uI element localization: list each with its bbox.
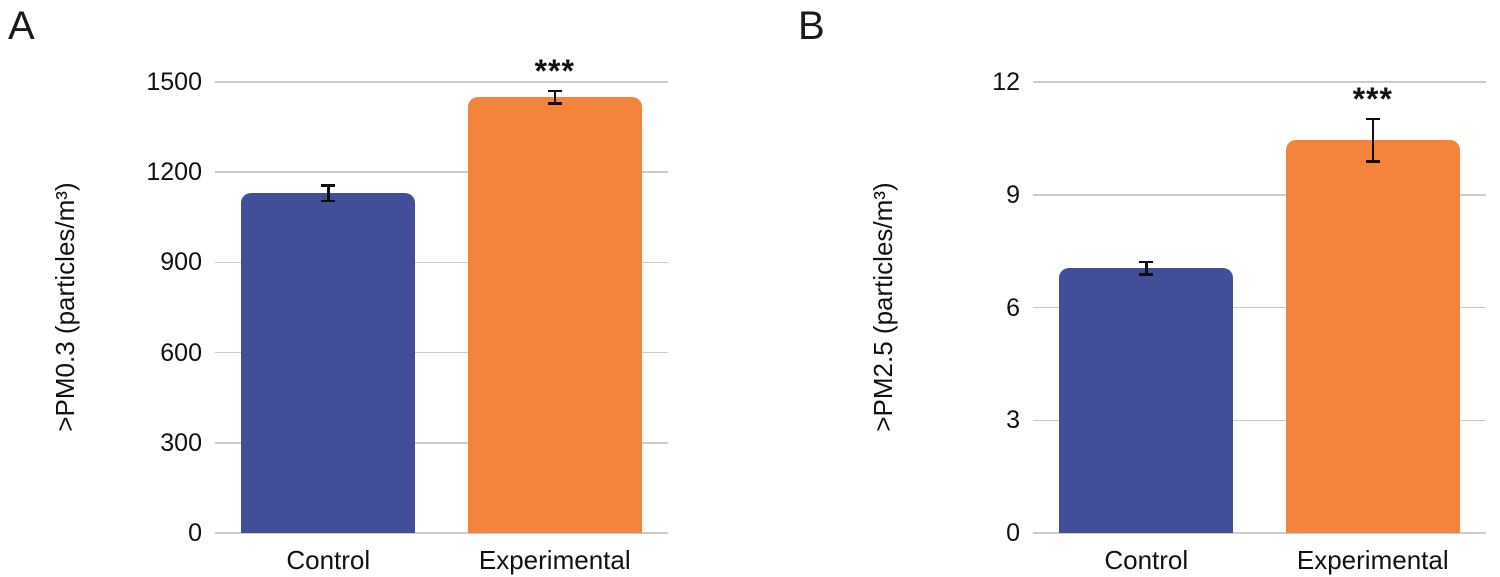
panel-b-y-axis-title: >PM2.5 (particles/m³) [868,182,898,432]
gridline [1033,194,1486,196]
panel-b-label: B [798,4,825,48]
gridline [1033,81,1486,83]
significance-marker: *** [1352,80,1393,117]
error-bar-part [1371,117,1374,163]
y-tick-label: 1200 [146,158,202,187]
gridline [215,261,668,264]
gridline [215,442,668,444]
gridline [215,532,668,534]
gridline [215,81,668,83]
error-bar [1365,117,1380,163]
gridline [1033,306,1486,309]
gridline [1033,419,1486,421]
bar-control [241,193,416,533]
y-tick-label: 3 [1006,406,1020,435]
panel-a-label: A [8,4,35,48]
x-category-label: Experimental [1296,545,1449,575]
significance-marker: *** [534,52,575,89]
y-tick-label: 300 [160,428,202,457]
error-bar-part [1145,260,1148,276]
y-tick-label: 900 [160,248,202,277]
error-bar-part [553,89,556,105]
y-tick-label: 0 [1006,519,1020,547]
y-tick-label: 9 [1006,180,1020,209]
x-category-label: Control [1104,545,1189,575]
y-tick-label: 12 [992,68,1020,96]
panel-b-plot-area: 0 3 6 9 12 *** [992,69,1486,546]
y-tick-label: 600 [160,338,202,367]
bar-experimental [467,97,642,533]
error-bar-part [327,184,330,203]
panel-a-y-axis-title: >PM0.3 (particles/m³) [50,182,80,432]
panel-a: A >PM0.3 (particles/m³) 0 300 600 900 1200 15… [8,4,668,575]
bar-experimental [1285,140,1460,533]
panel-b: B >PM2.5 (particles/m³) 0 3 6 9 12 *** Contro… [750,0,1500,577]
gridline [215,351,668,354]
y-tick-label: 0 [188,519,202,547]
y-tick-label: 1500 [146,68,202,96]
gridline [1033,532,1486,534]
gridline [215,171,668,173]
bar-control [1059,268,1234,533]
error-bar [321,184,336,203]
error-bar [1139,260,1154,276]
error-bar [547,89,562,105]
x-category-label: Experimental [478,545,631,575]
x-category-label: Control [286,545,371,575]
y-tick-label: 6 [1006,293,1020,322]
panel-a-plot-area: 0 300 600 900 1200 1500 *** [146,54,668,546]
